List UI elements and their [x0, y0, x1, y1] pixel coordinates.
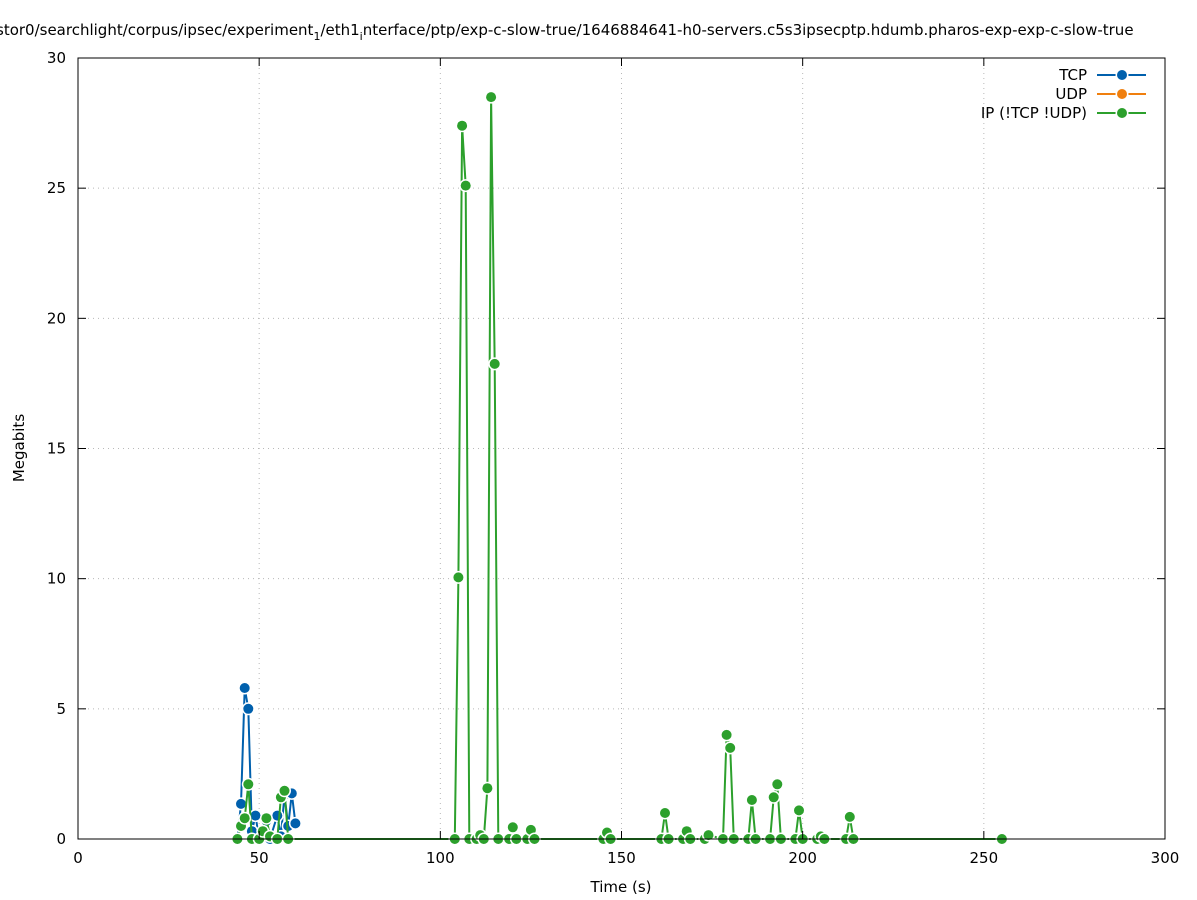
legend-label: TCP — [1058, 66, 1087, 84]
data-point — [272, 810, 283, 821]
x-tick-label: 100 — [426, 849, 455, 867]
data-point — [279, 785, 290, 796]
data-point — [239, 813, 250, 824]
x-tick-label: 150 — [607, 849, 636, 867]
data-point — [239, 683, 250, 693]
series-line — [236, 96, 1002, 840]
data-point — [486, 92, 497, 103]
data-point — [794, 805, 804, 816]
data-point — [660, 808, 670, 818]
y-axis-title: Megabits — [10, 414, 28, 482]
axis-ticks: 0 50 100 150 200 250 300 0 5 10 15 20 25 30 — [47, 49, 1179, 867]
y-tick-label: 5 — [56, 700, 66, 718]
data-point — [746, 795, 757, 805]
x-tick-label: 300 — [1151, 849, 1180, 867]
chart-title: stor0/searchlight/corpus/ipsec/experimen… — [0, 21, 1134, 43]
y-tick-label: 15 — [47, 440, 66, 458]
x-tick-label: 200 — [788, 849, 817, 867]
data-point — [243, 703, 254, 714]
data-point — [482, 783, 493, 794]
data-point — [489, 358, 500, 369]
data-point — [507, 822, 518, 833]
plot-series — [230, 90, 1009, 846]
y-tick-label: 0 — [56, 830, 66, 848]
legend-label: IP (!TCP !UDP) — [981, 104, 1087, 122]
data-point — [525, 824, 536, 835]
data-point — [725, 742, 736, 753]
x-axis-title: Time (s) — [590, 878, 652, 896]
legend-entry-tcp: TCP — [1058, 66, 1146, 84]
x-tick-label: 250 — [970, 849, 999, 867]
y-tick-label: 20 — [47, 309, 66, 327]
data-point — [457, 120, 468, 131]
data-point — [768, 792, 779, 803]
legend-entry-udp: UDP — [1055, 85, 1146, 103]
grid — [78, 58, 1165, 839]
legend-label: UDP — [1055, 85, 1087, 103]
data-point — [243, 779, 254, 790]
legend-swatch-marker — [1117, 89, 1127, 99]
data-point — [250, 810, 261, 821]
data-point — [844, 811, 855, 822]
data-point — [460, 180, 471, 191]
y-tick-label: 30 — [47, 49, 66, 67]
data-point — [290, 818, 301, 829]
y-tick-label: 25 — [47, 179, 66, 197]
legend-swatch-marker — [1117, 70, 1127, 80]
data-point — [703, 830, 714, 841]
data-point — [261, 813, 272, 824]
data-point — [772, 779, 783, 790]
x-tick-label: 0 — [73, 849, 83, 867]
x-tick-label: 50 — [250, 849, 269, 867]
data-point — [721, 729, 732, 740]
legend-entry-ip-tcp-udp: IP (!TCP !UDP) — [981, 104, 1146, 122]
series-ip-tcp-udp — [230, 90, 1009, 846]
y-tick-label: 10 — [47, 570, 66, 588]
data-point — [453, 572, 464, 583]
legend-swatch-marker — [1117, 108, 1127, 118]
data-point — [236, 798, 246, 809]
